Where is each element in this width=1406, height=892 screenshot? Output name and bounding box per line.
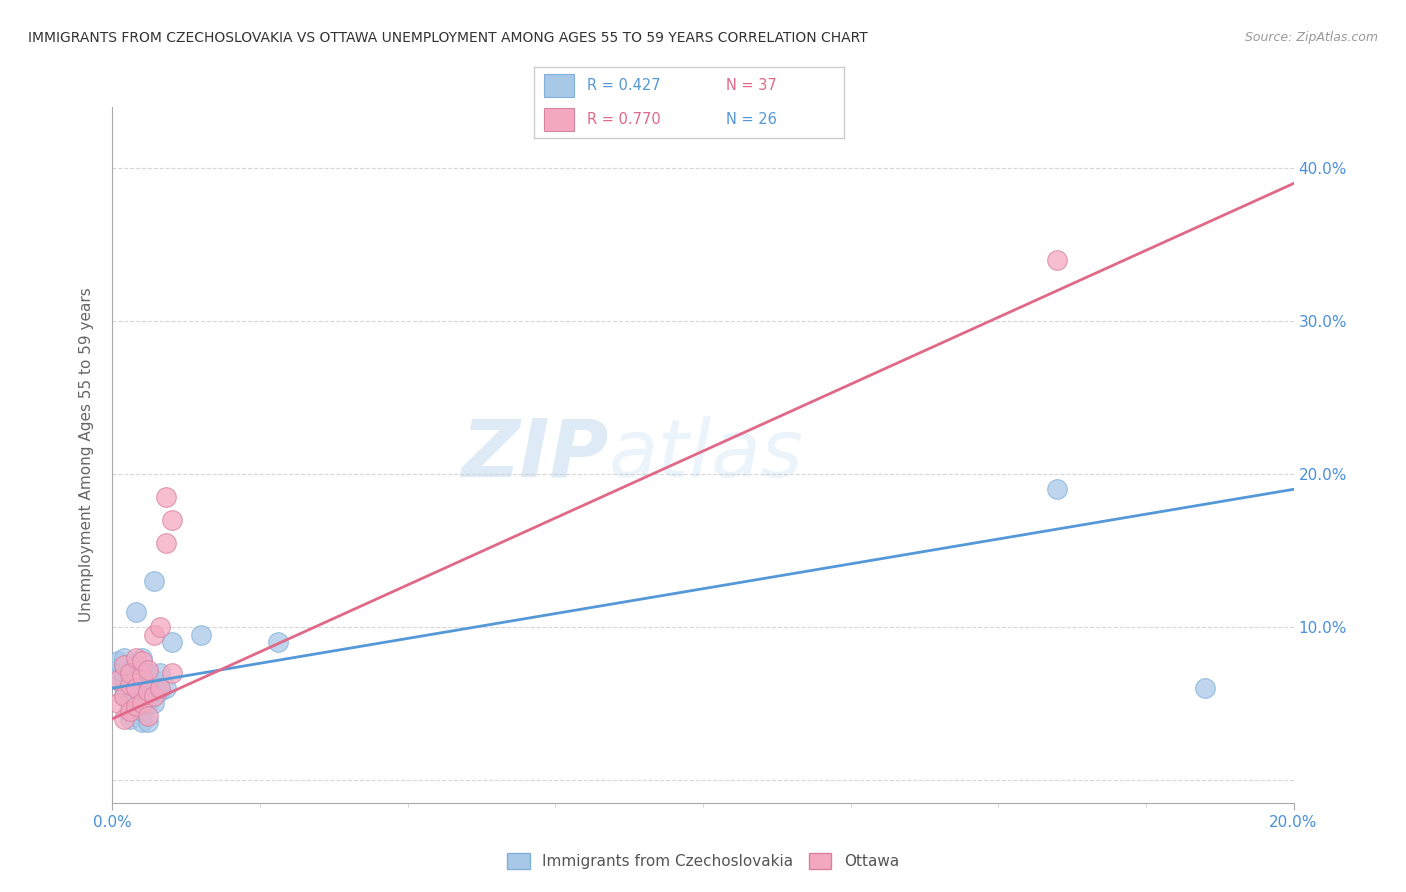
Point (112, 650, 135, 665)
Legend: Immigrants from Czechoslovakia, Ottawa: Immigrants from Czechoslovakia, Ottawa (501, 847, 905, 875)
Point (107, 697, 129, 711)
Point (1046, 252, 1069, 267)
Point (107, 673, 129, 688)
Point (125, 681, 148, 695)
Point (112, 669, 135, 683)
Point (120, 665, 142, 680)
Point (136, 665, 159, 680)
Point (120, 704, 142, 718)
Point (131, 714, 153, 729)
Point (160, 635, 183, 649)
Point (125, 658, 148, 673)
Point (267, 635, 290, 649)
Y-axis label: Unemployment Among Ages 55 to 59 years: Unemployment Among Ages 55 to 59 years (79, 287, 94, 623)
Point (142, 574, 165, 588)
Point (131, 704, 153, 718)
Point (131, 689, 153, 703)
Point (125, 681, 148, 695)
Point (112, 712, 135, 726)
Point (112, 658, 135, 673)
Point (160, 513, 183, 527)
Point (136, 714, 159, 729)
Point (149, 681, 172, 695)
Point (142, 627, 165, 641)
Point (131, 669, 153, 683)
Point (149, 665, 172, 680)
Point (131, 650, 153, 665)
Point (131, 673, 153, 688)
Point (107, 654, 129, 668)
Point (142, 673, 165, 688)
Point (107, 663, 129, 677)
Bar (544, 108, 575, 131)
Point (160, 665, 183, 680)
Point (107, 673, 129, 688)
Point (136, 684, 159, 698)
Point (125, 689, 148, 703)
Text: R = 0.770: R = 0.770 (586, 112, 661, 127)
Point (112, 689, 135, 703)
Point (1046, 483, 1069, 497)
Point (1194, 681, 1216, 695)
Point (149, 620, 172, 634)
Text: atlas: atlas (609, 416, 803, 494)
Point (136, 684, 159, 698)
Text: ZIP: ZIP (461, 416, 609, 494)
Point (120, 704, 142, 718)
Point (142, 689, 165, 703)
Point (142, 697, 165, 711)
Point (112, 658, 135, 673)
Point (155, 536, 177, 550)
Point (131, 654, 153, 668)
Text: N = 37: N = 37 (725, 78, 776, 93)
Point (136, 663, 159, 677)
Point (120, 673, 142, 688)
Point (120, 678, 142, 692)
Text: N = 26: N = 26 (725, 112, 778, 127)
Point (136, 708, 159, 723)
Text: IMMIGRANTS FROM CZECHOSLOVAKIA VS OTTAWA UNEMPLOYMENT AMONG AGES 55 TO 59 YEARS : IMMIGRANTS FROM CZECHOSLOVAKIA VS OTTAWA… (28, 31, 868, 45)
Point (155, 490, 177, 504)
Point (190, 627, 212, 641)
Point (125, 605, 148, 619)
Point (112, 689, 135, 703)
Point (120, 665, 142, 680)
Point (120, 697, 142, 711)
Text: R = 0.427: R = 0.427 (586, 78, 661, 93)
Point (149, 684, 172, 698)
Point (112, 681, 135, 695)
Point (136, 697, 159, 711)
Text: Source: ZipAtlas.com: Source: ZipAtlas.com (1244, 31, 1378, 45)
Point (120, 712, 142, 726)
Point (155, 681, 177, 695)
Point (131, 697, 153, 711)
Bar (544, 74, 575, 97)
Point (125, 650, 148, 665)
Point (125, 699, 148, 714)
